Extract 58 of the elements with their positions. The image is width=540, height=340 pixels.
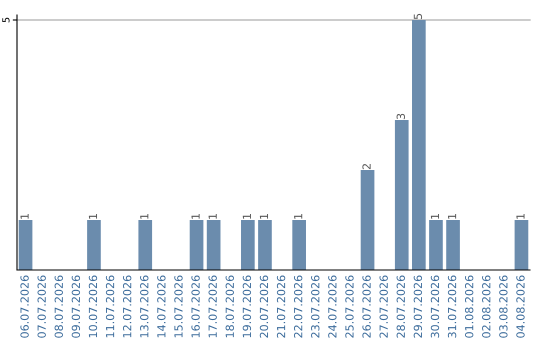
bar — [190, 220, 204, 270]
x-tick-label: 20.07.2026 — [260, 276, 268, 338]
data-label: 1 — [430, 214, 440, 219]
data-label: 1 — [260, 214, 268, 219]
bar — [394, 120, 409, 270]
x-tick-label: 14.07.2026 — [157, 276, 166, 338]
bar — [446, 220, 460, 270]
bar — [258, 220, 272, 270]
x-tick-label: 27.07.2026 — [379, 276, 388, 338]
x-tick-label: 25.07.2026 — [345, 276, 354, 338]
data-label: 1 — [242, 214, 251, 219]
data-label: 5 — [414, 14, 422, 20]
x-tick-label: 13.07.2026 — [140, 276, 148, 338]
data-label: 1 — [516, 214, 525, 219]
x-tick-label: 08.07.2026 — [54, 276, 63, 338]
x-tick-label: 28.07.2026 — [396, 276, 405, 338]
x-tick-label: 29.07.2026 — [414, 276, 422, 338]
data-label: 1 — [448, 214, 456, 219]
x-tick-label: 10.07.2026 — [88, 276, 98, 338]
x-tick-label: 02.08.2026 — [482, 276, 490, 338]
x-tick-label: 16.07.2026 — [191, 276, 200, 338]
x-tick-label: 19.07.2026 — [242, 276, 252, 338]
bar — [514, 220, 528, 270]
data-label: 1 — [208, 214, 217, 219]
x-tick-label: 03.08.2026 — [499, 276, 508, 338]
x-tick-label: 24.07.2026 — [328, 276, 337, 338]
x-tick-label: 04.08.2026 — [516, 276, 525, 338]
bar — [241, 220, 255, 270]
data-label: 1 — [192, 214, 200, 219]
bar — [292, 220, 306, 270]
x-tick-label: 12.07.2026 — [122, 276, 132, 338]
x-tick-label: 26.07.2026 — [362, 276, 371, 338]
x-tick-label: 07.07.2026 — [37, 276, 46, 338]
data-label: 1 — [140, 214, 148, 219]
x-tick-label: 11.07.2026 — [106, 276, 114, 338]
x-tick-label: 23.07.2026 — [311, 276, 320, 338]
bar — [18, 220, 32, 270]
x-tick-label: 22.07.2026 — [294, 276, 302, 338]
bar — [429, 220, 443, 270]
data-label: 1 — [88, 214, 98, 219]
x-tick-label: 30.07.2026 — [430, 276, 440, 338]
data-label: 3 — [396, 114, 405, 120]
x-tick-label: 06.07.2026 — [20, 276, 29, 338]
bar — [360, 170, 374, 270]
bar — [412, 20, 426, 270]
x-tick-label: 15.07.2026 — [174, 276, 183, 338]
x-tick-label: 17.07.2026 — [208, 276, 217, 338]
x-tick-label: 21.07.2026 — [276, 276, 286, 338]
x-tick-label: 01.08.2026 — [464, 276, 474, 338]
bar — [206, 220, 220, 270]
x-tick-label: 18.07.2026 — [226, 276, 234, 338]
x-tick-label: 09.07.2026 — [72, 276, 80, 338]
data-label: 1 — [20, 214, 29, 219]
x-tick-label: 31.07.2026 — [448, 276, 456, 338]
data-label: 2 — [362, 164, 371, 170]
bar — [138, 220, 152, 270]
data-label: 1 — [294, 214, 302, 219]
bar — [87, 220, 101, 270]
